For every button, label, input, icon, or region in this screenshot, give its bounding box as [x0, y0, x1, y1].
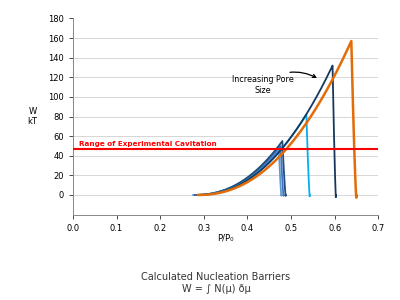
Y-axis label: W
kT: W kT [27, 107, 37, 126]
Text: Calculated Nucleation Barriers
W = ∫ N(μ) ðμ: Calculated Nucleation Barriers W = ∫ N(μ… [142, 272, 290, 294]
Text: Range of Experimental Cavitation: Range of Experimental Cavitation [79, 141, 217, 147]
Text: Increasing Pore
Size: Increasing Pore Size [232, 72, 316, 95]
X-axis label: P/P₀: P/P₀ [217, 234, 234, 243]
